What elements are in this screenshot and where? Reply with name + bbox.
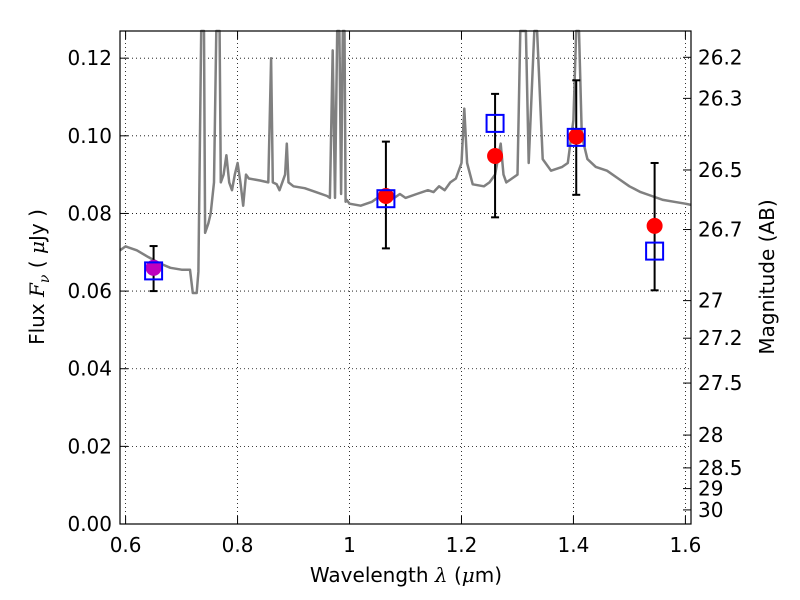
y2-tick-label: 27.2: [698, 326, 743, 350]
y2-tick-label: 26.5: [698, 158, 743, 182]
x-tick-label: 1.4: [558, 533, 590, 557]
y-tick-label: 0.10: [67, 124, 112, 148]
x-axis-label: Wavelength λ (μm): [310, 563, 502, 587]
x-tick-label: 1: [343, 533, 356, 557]
y2-tick-label: 29: [698, 477, 723, 501]
y2-tick-label: 27: [698, 289, 723, 313]
y-tick-label: 0.04: [67, 357, 112, 381]
data-point-square: [144, 261, 164, 281]
y2-tick-label: 28: [698, 423, 723, 447]
x-tick-label: 0.6: [110, 533, 142, 557]
y-tick-label: 0.12: [67, 46, 112, 70]
y2-tick-label: 26.7: [698, 218, 743, 242]
model-spectrum: [119, 29, 692, 295]
data-point-circle: [568, 128, 585, 145]
x-ticks: 0.6 0.8 1 1.2 1.4 1.6: [110, 31, 701, 557]
x-tick-label: 1.2: [446, 533, 478, 557]
y2-tick-label: 28.5: [698, 456, 743, 480]
data-point-square: [645, 241, 665, 261]
data-point-square: [376, 189, 396, 209]
x-tick-label: 0.8: [222, 533, 254, 557]
y-tick-label: 0.00: [67, 512, 112, 536]
model-spectrum-line: [119, 29, 692, 295]
y2-tick-label: 30: [698, 498, 723, 522]
y-tick-label: 0.02: [67, 434, 112, 458]
x-tick-label: 1.6: [669, 533, 701, 557]
y2-tick-label: 26.2: [698, 45, 743, 69]
y-ticks: 0.00 0.02 0.04 0.06 0.08 0.10 0.12: [67, 46, 128, 536]
y-axis-label: Flux Fν ( μJy ): [25, 209, 53, 345]
model-points: [144, 113, 665, 281]
plot-frame: [119, 30, 692, 525]
y2-axis-label: Magnitude (AB): [755, 199, 779, 354]
y2-tick-label: 27.5: [698, 371, 743, 395]
measured-points: [145, 128, 663, 276]
y-tick-label: 0.08: [67, 201, 112, 225]
y-tick-label: 0.06: [67, 279, 112, 303]
data-point-circle: [646, 217, 663, 234]
y2-tick-label: 26.3: [698, 86, 743, 110]
data-point-circle: [487, 147, 504, 164]
data-point-square: [485, 113, 505, 133]
data-point-square: [566, 127, 586, 147]
